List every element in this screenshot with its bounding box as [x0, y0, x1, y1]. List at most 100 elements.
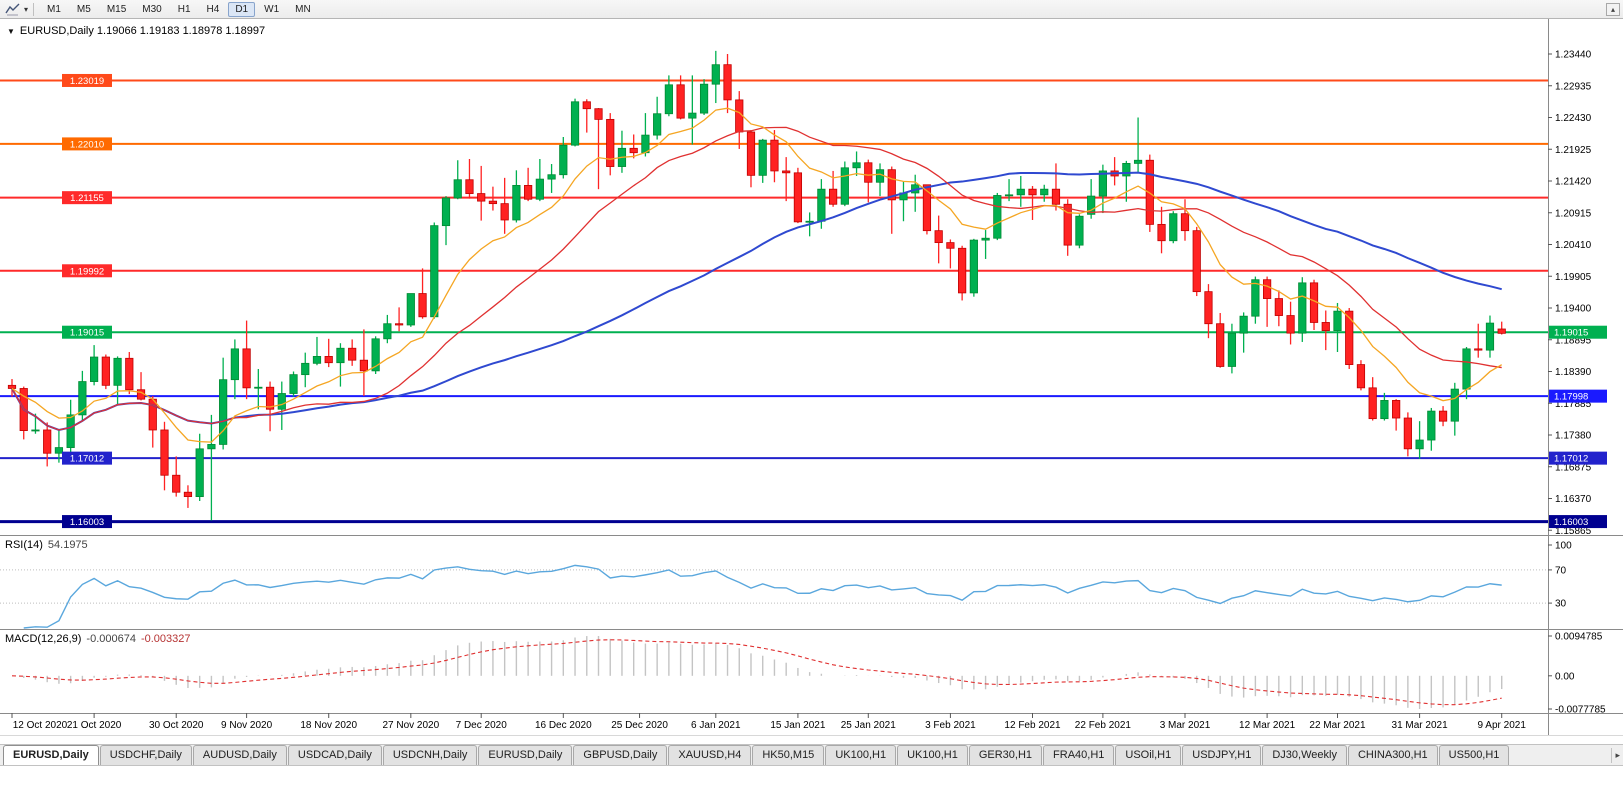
chart-tab[interactable]: GBPUSD,Daily — [573, 745, 668, 765]
svg-text:1.16370: 1.16370 — [1555, 494, 1592, 505]
timeframe-button-h4[interactable]: H4 — [206, 3, 220, 15]
chart-tab[interactable]: USOil,H1 — [1115, 745, 1182, 765]
svg-text:3 Mar 2021: 3 Mar 2021 — [1160, 720, 1211, 731]
timeframe-toolbar: ▾ M1 M5 M15 M30 H1 H4 D1 W1 MN ▴ — [0, 0, 1623, 19]
timeframe-button-m15[interactable]: M15 — [106, 3, 127, 15]
rsi-indicator-label: RSI(14) 54.1975 — [5, 539, 88, 551]
svg-text:1.22430: 1.22430 — [1555, 113, 1592, 124]
svg-text:25 Dec 2020: 25 Dec 2020 — [611, 720, 668, 731]
price-level-labels: 1.23019 1.22010 1.21155 1.19992 1.19015 1.190… — [62, 73, 1607, 529]
scroll-up-button[interactable]: ▴ — [1605, 2, 1620, 16]
timeframe-buttons: M1 M5 M15 M30 H1 H4 D1 W1 MN — [39, 1, 319, 17]
tab-scroll-right-icon[interactable]: ▸ — [1611, 747, 1623, 763]
chart-tab[interactable]: USDCAD,Daily — [287, 745, 382, 765]
timeframe-button-m30[interactable]: M30 — [142, 3, 162, 15]
svg-text:16 Dec 2020: 16 Dec 2020 — [535, 720, 592, 731]
svg-text:1.16003: 1.16003 — [70, 517, 104, 528]
svg-text:3 Feb 2021: 3 Feb 2021 — [925, 720, 976, 731]
rsi-name: RSI(14) — [5, 539, 43, 551]
chart-canvas[interactable]: 1.23440 1.22935 1.22430 1.21925 1.21420 1.209… — [0, 0, 1623, 744]
svg-text:0.0094785: 0.0094785 — [1555, 632, 1603, 643]
chart-title: ▼ EURUSD,Daily 1.19066 1.19183 1.18978 1… — [7, 25, 265, 37]
chart-tab[interactable]: UK100,H1 — [825, 745, 897, 765]
chart-tab[interactable]: XAUUSD,H4 — [668, 745, 752, 765]
svg-text:70: 70 — [1555, 565, 1567, 576]
svg-text:1.19400: 1.19400 — [1555, 304, 1592, 315]
date-axis: 12 Oct 2020 21 Oct 2020 30 Oct 2020 9 Nov 2… — [11, 713, 1526, 731]
svg-text:1.18390: 1.18390 — [1555, 367, 1592, 378]
svg-text:25 Jan 2021: 25 Jan 2021 — [841, 720, 896, 731]
horizontal-level-lines[interactable] — [0, 79, 1548, 524]
chart-tab[interactable]: CHINA300,H1 — [1347, 745, 1438, 765]
svg-text:1.21155: 1.21155 — [70, 193, 104, 204]
chart-cursor-icon[interactable] — [5, 3, 21, 16]
svg-text:12 Mar 2021: 12 Mar 2021 — [1239, 720, 1296, 731]
ma-ema10 — [11, 107, 1503, 443]
chart-tab[interactable]: US500,H1 — [1438, 745, 1510, 765]
chart-tab[interactable]: AUDUSD,Daily — [192, 745, 287, 765]
svg-text:12 Oct 2020: 12 Oct 2020 — [13, 720, 68, 731]
svg-text:1.19015: 1.19015 — [1554, 328, 1588, 339]
chart-tab[interactable]: EURUSD,Daily — [3, 745, 99, 765]
timeframe-button-m1[interactable]: M1 — [47, 3, 61, 15]
svg-text:9 Nov 2020: 9 Nov 2020 — [221, 720, 273, 731]
toolbar-separator — [33, 2, 35, 16]
svg-text:27 Nov 2020: 27 Nov 2020 — [382, 720, 439, 731]
chart-tab[interactable]: DJ30,Weekly — [1262, 745, 1347, 765]
svg-text:1.16003: 1.16003 — [1554, 517, 1588, 528]
chart-tab[interactable]: UK100,H1 — [897, 745, 968, 765]
svg-text:-0.0077785: -0.0077785 — [1555, 705, 1606, 716]
svg-text:1.23440: 1.23440 — [1555, 50, 1592, 61]
timeframe-button-h1[interactable]: H1 — [177, 3, 191, 15]
chart-tab[interactable]: EURUSD,Daily — [478, 745, 573, 765]
svg-text:1.16875: 1.16875 — [1555, 462, 1592, 473]
svg-text:31 Mar 2021: 31 Mar 2021 — [1392, 720, 1449, 731]
chart-collapse-icon[interactable]: ▼ — [7, 26, 15, 36]
macd-indicator-label: MACD(12,26,9) -0.000674 -0.003327 — [5, 633, 191, 645]
timeframe-button-d1[interactable]: D1 — [228, 1, 256, 17]
timeframe-button-mn[interactable]: MN — [295, 3, 311, 15]
svg-text:1.17885: 1.17885 — [1555, 399, 1592, 410]
svg-text:1.19992: 1.19992 — [70, 266, 104, 277]
chart-tab[interactable]: HK50,M15 — [752, 745, 825, 765]
svg-text:1.20410: 1.20410 — [1555, 240, 1592, 251]
candlestick-series — [7, 50, 1506, 521]
chart-tab[interactable]: FRA40,H1 — [1043, 745, 1115, 765]
bottom-tabbar: EURUSD,Daily USDCHF,Daily AUDUSD,Daily USDC… — [0, 744, 1623, 766]
svg-text:1.17012: 1.17012 — [1554, 454, 1588, 465]
chart-tabs: EURUSD,Daily USDCHF,Daily AUDUSD,Daily USDC… — [3, 745, 1611, 765]
svg-text:1.21420: 1.21420 — [1555, 177, 1592, 188]
ma-sma20 — [11, 126, 1502, 431]
svg-text:1.18895: 1.18895 — [1555, 335, 1592, 346]
rsi-line — [23, 564, 1502, 629]
svg-text:1.17380: 1.17380 — [1555, 431, 1592, 442]
svg-text:12 Feb 2021: 12 Feb 2021 — [1004, 720, 1061, 731]
svg-text:1.23019: 1.23019 — [70, 76, 104, 87]
macd-name: MACD(12,26,9) — [5, 633, 82, 645]
rsi-panel: 100 70 30 — [0, 541, 1572, 629]
chart-tab[interactable]: GER30,H1 — [968, 745, 1043, 765]
svg-text:0.00: 0.00 — [1555, 671, 1575, 682]
chevron-down-icon[interactable]: ▾ — [24, 4, 29, 14]
svg-text:21 Oct 2020: 21 Oct 2020 — [67, 720, 122, 731]
rsi-value: 54.1975 — [47, 539, 88, 551]
chart-tab[interactable]: USDJPY,H1 — [1182, 745, 1262, 765]
timeframe-button-w1[interactable]: W1 — [264, 3, 280, 15]
svg-text:1.17012: 1.17012 — [70, 454, 104, 465]
moving-average-lines — [11, 107, 1503, 443]
svg-text:1.22935: 1.22935 — [1555, 81, 1592, 92]
svg-text:22 Mar 2021: 22 Mar 2021 — [1309, 720, 1366, 731]
svg-text:22 Feb 2021: 22 Feb 2021 — [1075, 720, 1132, 731]
axis-grid: 1.23440 1.22935 1.22430 1.21925 1.21420 1.209… — [0, 19, 1623, 736]
svg-text:1.19905: 1.19905 — [1555, 272, 1592, 283]
svg-text:6 Jan 2021: 6 Jan 2021 — [691, 720, 741, 731]
chart-tab[interactable]: USDCNH,Daily — [382, 745, 478, 765]
chart-title-text: EURUSD,Daily 1.19066 1.19183 1.18978 1.1… — [19, 25, 266, 37]
timeframe-button-m5[interactable]: M5 — [76, 3, 91, 15]
macd-signal-value: -0.003327 — [140, 633, 191, 645]
svg-text:100: 100 — [1555, 541, 1572, 552]
svg-text:1.22010: 1.22010 — [70, 139, 104, 150]
macd-panel: 0.0094785 0.00 -0.0077785 — [11, 632, 1606, 716]
chart-tab[interactable]: USDCHF,Daily — [99, 745, 192, 765]
